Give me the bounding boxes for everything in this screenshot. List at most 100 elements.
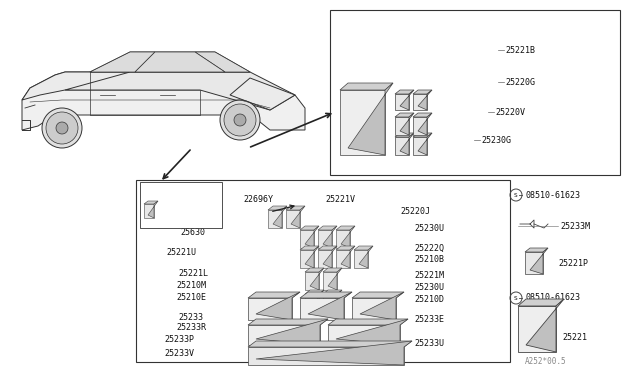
- Text: 25233V: 25233V: [164, 349, 194, 357]
- Text: 22696Y: 22696Y: [243, 195, 273, 203]
- Polygon shape: [305, 290, 324, 294]
- Polygon shape: [144, 201, 158, 204]
- Circle shape: [42, 108, 82, 148]
- Polygon shape: [348, 83, 393, 155]
- Text: 08510-61623: 08510-61623: [525, 190, 580, 199]
- Polygon shape: [413, 90, 432, 94]
- Polygon shape: [525, 248, 548, 252]
- Polygon shape: [248, 325, 320, 345]
- Polygon shape: [286, 210, 300, 228]
- Polygon shape: [318, 230, 332, 248]
- Polygon shape: [530, 248, 548, 274]
- Text: 25221L: 25221L: [178, 269, 208, 279]
- Text: S>E: S>E: [145, 214, 160, 222]
- Polygon shape: [248, 341, 412, 347]
- Polygon shape: [195, 52, 250, 72]
- Text: 25221: 25221: [562, 334, 587, 343]
- Polygon shape: [352, 298, 396, 320]
- Polygon shape: [318, 250, 332, 268]
- Text: 25220G: 25220G: [505, 77, 535, 87]
- Polygon shape: [413, 137, 427, 155]
- Text: 25221U: 25221U: [166, 247, 196, 257]
- Polygon shape: [323, 268, 342, 272]
- Polygon shape: [323, 226, 337, 248]
- Text: 25220J: 25220J: [400, 206, 430, 215]
- Polygon shape: [273, 206, 287, 228]
- Polygon shape: [308, 292, 352, 320]
- Polygon shape: [336, 226, 355, 230]
- Polygon shape: [305, 226, 319, 248]
- Polygon shape: [148, 201, 158, 218]
- Bar: [140, 182, 222, 228]
- Polygon shape: [305, 294, 319, 312]
- Polygon shape: [328, 325, 400, 345]
- Polygon shape: [268, 206, 287, 210]
- Polygon shape: [328, 319, 408, 325]
- Text: S: S: [514, 192, 518, 198]
- Polygon shape: [318, 226, 337, 230]
- Polygon shape: [341, 226, 355, 248]
- Text: 25210B: 25210B: [414, 256, 444, 264]
- Polygon shape: [354, 246, 373, 250]
- Polygon shape: [400, 90, 414, 110]
- Polygon shape: [256, 341, 412, 365]
- Polygon shape: [318, 246, 337, 250]
- Polygon shape: [395, 117, 409, 135]
- Polygon shape: [256, 292, 300, 320]
- Polygon shape: [413, 113, 432, 117]
- Polygon shape: [413, 94, 427, 110]
- Polygon shape: [395, 90, 414, 94]
- Polygon shape: [526, 299, 564, 352]
- Bar: [330, 10, 620, 175]
- Text: 25210E: 25210E: [176, 292, 206, 301]
- Polygon shape: [65, 72, 295, 110]
- Text: 25221M: 25221M: [414, 270, 444, 279]
- Text: 25233E: 25233E: [414, 315, 444, 324]
- Polygon shape: [360, 292, 404, 320]
- Polygon shape: [323, 290, 342, 294]
- Polygon shape: [22, 72, 305, 130]
- Polygon shape: [352, 292, 404, 298]
- Polygon shape: [413, 133, 432, 137]
- Polygon shape: [90, 52, 250, 72]
- Polygon shape: [305, 268, 324, 272]
- Text: 25230U: 25230U: [414, 283, 444, 292]
- Text: -25220: -25220: [157, 192, 187, 201]
- Polygon shape: [340, 83, 393, 90]
- Text: A252*00.5: A252*00.5: [525, 357, 566, 366]
- Polygon shape: [400, 133, 414, 155]
- Polygon shape: [328, 268, 342, 290]
- Polygon shape: [336, 319, 408, 345]
- Polygon shape: [340, 90, 385, 155]
- Polygon shape: [248, 319, 328, 325]
- Text: 25630: 25630: [180, 228, 205, 237]
- Polygon shape: [144, 204, 154, 218]
- Polygon shape: [395, 137, 409, 155]
- Text: 25210D: 25210D: [414, 295, 444, 305]
- Polygon shape: [230, 78, 295, 110]
- Circle shape: [224, 104, 256, 136]
- Polygon shape: [328, 290, 342, 312]
- Polygon shape: [300, 250, 314, 268]
- Text: 25222Q: 25222Q: [414, 244, 444, 253]
- Polygon shape: [359, 246, 373, 268]
- Polygon shape: [300, 246, 319, 250]
- Polygon shape: [248, 298, 292, 320]
- Text: 25221P: 25221P: [558, 259, 588, 267]
- Polygon shape: [22, 72, 200, 100]
- Text: 25233M: 25233M: [560, 221, 590, 231]
- Text: 25230U: 25230U: [414, 224, 444, 232]
- Polygon shape: [518, 299, 564, 306]
- Polygon shape: [354, 250, 368, 268]
- Polygon shape: [305, 272, 319, 290]
- Polygon shape: [323, 246, 337, 268]
- Polygon shape: [310, 290, 324, 312]
- Polygon shape: [310, 268, 324, 290]
- Polygon shape: [90, 52, 155, 72]
- Polygon shape: [336, 230, 350, 248]
- Text: 25230G: 25230G: [481, 135, 511, 144]
- Polygon shape: [395, 133, 414, 137]
- Circle shape: [220, 100, 260, 140]
- Polygon shape: [336, 250, 350, 268]
- Polygon shape: [305, 246, 319, 268]
